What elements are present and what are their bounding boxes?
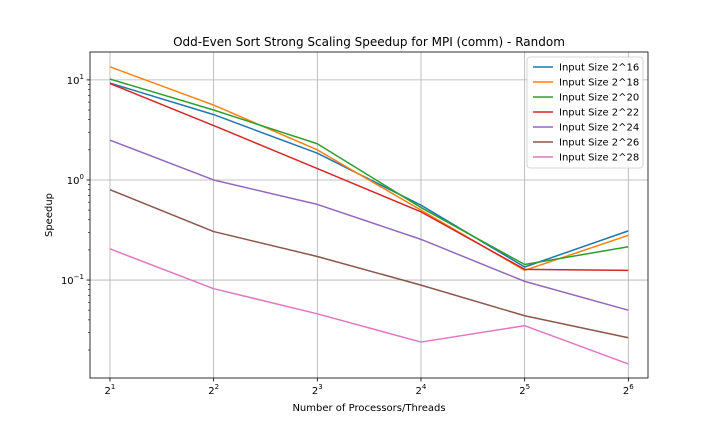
y-tick-label: 10−1 xyxy=(61,273,84,287)
chart-title: Odd-Even Sort Strong Scaling Speedup for… xyxy=(173,35,565,49)
x-tick-label: 25 xyxy=(519,383,530,397)
series-line-5 xyxy=(109,139,629,311)
legend-label: Input Size 2^16 xyxy=(559,63,639,74)
series-line-6 xyxy=(109,188,629,339)
legend: Input Size 2^16 Input Size 2^18 Input Size… xyxy=(526,56,644,169)
x-axis-ticks: 21 22 23 24 25 26 xyxy=(105,378,634,397)
legend-label: Input Size 2^22 xyxy=(559,108,639,119)
y-tick-label: 100 xyxy=(67,173,84,187)
legend-label: Input Size 2^28 xyxy=(559,153,639,164)
series-line-4 xyxy=(109,82,629,272)
x-tick-label: 21 xyxy=(105,383,116,397)
x-tick-label: 22 xyxy=(208,383,219,397)
legend-label: Input Size 2^24 xyxy=(559,123,639,134)
legend-box xyxy=(526,56,644,169)
series-lines xyxy=(109,66,629,365)
y-axis-ticks: 10−1 100 101 xyxy=(61,73,90,351)
series-line-3 xyxy=(109,78,629,266)
x-tick-label: 26 xyxy=(623,383,634,397)
y-axis-label: Speedup xyxy=(44,193,55,237)
legend-label: Input Size 2^26 xyxy=(559,138,639,149)
plot-area-frame xyxy=(89,51,649,379)
series-line-2 xyxy=(109,66,629,272)
x-axis-label: Number of Processors/Threads xyxy=(292,403,445,414)
y-tick-label: 101 xyxy=(67,73,84,87)
legend-label: Input Size 2^20 xyxy=(559,93,639,104)
series-line-7 xyxy=(109,248,629,365)
x-tick-label: 23 xyxy=(312,383,323,397)
legend-label: Input Size 2^18 xyxy=(559,78,639,89)
x-tick-label: 24 xyxy=(416,383,427,397)
